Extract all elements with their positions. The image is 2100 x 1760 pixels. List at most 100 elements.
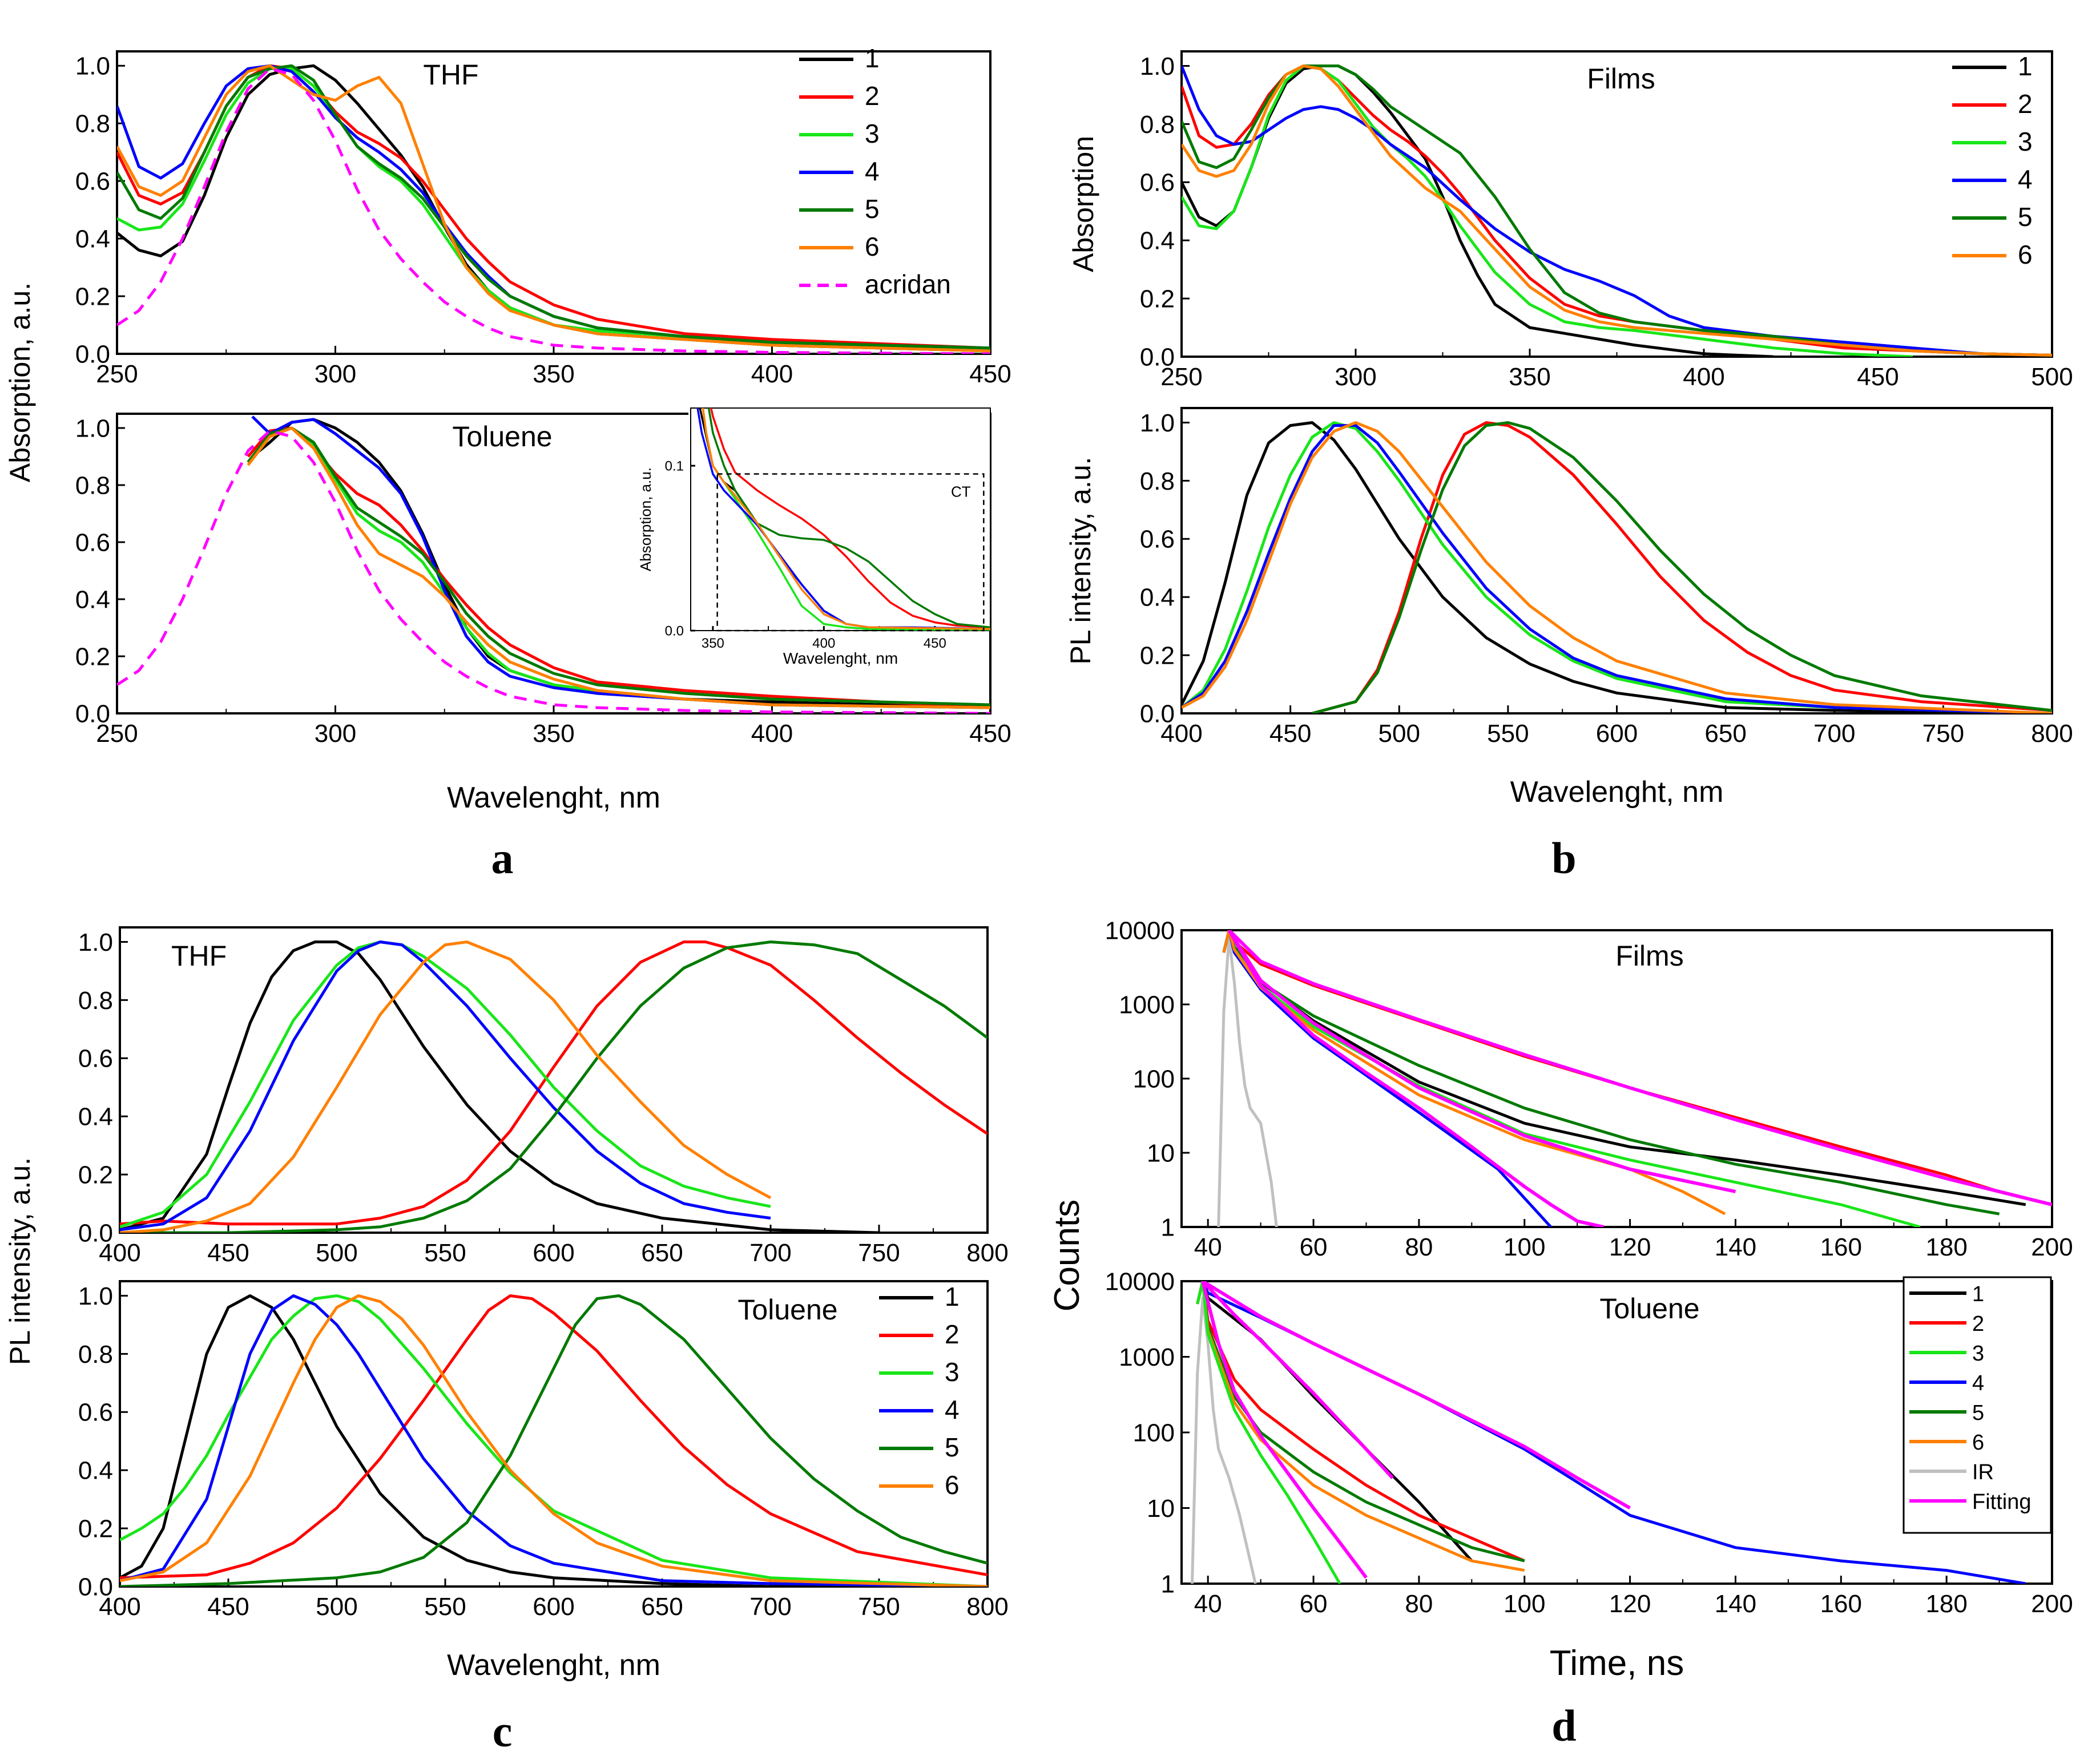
- series-group-b-bottom: [1182, 421, 2052, 713]
- d-bottom-series-3-6: [1196, 1281, 1341, 1584]
- a-top-series-5-4: [117, 64, 990, 350]
- series-group-d-top: [1217, 930, 2052, 1227]
- x-tick-label-a-top-0: 250: [96, 360, 138, 388]
- y-tick-label-a-top-1: 0.2: [75, 282, 110, 310]
- x-tick-label-b-bottom-6: 700: [1813, 720, 1855, 748]
- y-axis-label-c-top: PL intensity, a.u.: [4, 1157, 36, 1365]
- inset-chart: 350 400 450 0.0 0.1 CT Wavelenght, nm Absorptio…: [637, 407, 991, 667]
- y-tick-label-c-top-1: 0.2: [78, 1161, 113, 1189]
- x-tick-label-b-top-3: 400: [1683, 363, 1724, 391]
- legend-label-c-bottom-4: 5: [945, 1432, 960, 1462]
- legend-c-bottom: 1 2 3 4 5 6: [879, 1282, 960, 1500]
- x-tick-label-a-inset-1: 400: [812, 636, 835, 651]
- y-tick-label-c-top-0: 0.0: [78, 1219, 113, 1247]
- chart-c-bottom: 400 450 500 550 600 650 700 750 800 0.0 0.2 0.4 0.6 0…: [78, 1280, 1009, 1682]
- x-tick-label-c-bottom-1: 450: [207, 1593, 249, 1621]
- series-group-c-top: [120, 940, 987, 1233]
- x-axis-label-b-bottom: Wavelenght, nm: [1510, 776, 1724, 809]
- panel-label-b: b: [1551, 833, 1576, 883]
- y-tick-label-c-bottom-0: 0.0: [78, 1573, 113, 1601]
- x-tick-label-c-bottom-7: 750: [858, 1593, 900, 1621]
- legend-b-top: 1 2 3 4 5 6: [1952, 51, 2033, 269]
- x-tick-label-d-top-6: 160: [1820, 1233, 1862, 1261]
- x-tick-label-c-top-5: 650: [641, 1239, 683, 1267]
- d-top-series-6-6: [1222, 930, 1726, 1216]
- y-tick-label-c-top-2: 0.4: [78, 1103, 113, 1131]
- x-tick-label-d-bottom-1: 60: [1300, 1590, 1328, 1618]
- d-top-series-4-5: [1222, 930, 1552, 1227]
- d-top-series-5-3: [1222, 930, 2000, 1216]
- d-top-series-fitting-7: [1228, 930, 2052, 1206]
- plot-frame-c-top: [119, 926, 989, 1234]
- legend-label-d-bottom-1: 2: [1972, 1312, 1984, 1336]
- y-tick-label-b-top-0: 0.0: [1140, 343, 1175, 371]
- x-tick-label-a-bottom-0: 250: [96, 720, 138, 748]
- y-tick-label-a-bottom-5: 1.0: [75, 414, 110, 442]
- d-top-series-ir-0: [1217, 936, 1278, 1227]
- x-tick-label-b-bottom-0: 400: [1160, 720, 1202, 748]
- b-top-series-4-3: [1182, 65, 2052, 357]
- legend-label-c-bottom-1: 2: [945, 1319, 960, 1349]
- y-tick-label-b-bottom-0: 0.0: [1140, 700, 1175, 728]
- legend-label-d-bottom-4: 5: [1972, 1401, 1984, 1425]
- x-tick-label-c-top-2: 500: [316, 1239, 357, 1267]
- d-top-series-3-4: [1222, 930, 1921, 1227]
- x-tick-label-c-bottom-6: 700: [749, 1593, 791, 1621]
- b-bottom-series-4-3: [1182, 424, 2052, 713]
- y-tick-label-d-top-1: 10: [1147, 1139, 1175, 1167]
- x-tick-label-a-bottom-2: 350: [533, 720, 574, 748]
- x-tick-label-d-top-0: 40: [1194, 1233, 1222, 1261]
- legend-label-d-bottom-5: 6: [1972, 1431, 1984, 1455]
- y-tick-label-b-top-4: 0.8: [1140, 111, 1175, 139]
- d-bottom-series-fitting-8: [1201, 1281, 1394, 1479]
- a-top-series-acridan-6: [117, 67, 990, 354]
- y-tick-label-a-top-5: 1.0: [75, 53, 110, 80]
- y-tick-label-a-bottom-0: 0.0: [75, 700, 110, 728]
- y-tick-label-b-bottom-1: 0.2: [1140, 641, 1175, 669]
- x-tick-label-c-top-6: 700: [749, 1239, 791, 1267]
- y-tick-label-d-top-0: 1: [1161, 1213, 1175, 1241]
- y-tick-label-d-bottom-3: 1000: [1119, 1343, 1175, 1371]
- b-top-series-5-4: [1182, 64, 2052, 357]
- x-tick-label-b-bottom-3: 550: [1487, 720, 1529, 748]
- y-axis-label-b-top: Absorption: [1067, 136, 1099, 272]
- chart-title-c-bottom: Toluene: [737, 1294, 837, 1326]
- c-top-series-4-3: [120, 940, 771, 1232]
- b-bottom-series-5-4: [1312, 421, 2052, 713]
- y-tick-label-d-top-2: 100: [1133, 1065, 1175, 1093]
- chart-title-a-bottom: Toluene: [452, 421, 552, 453]
- chart-c-top: 400 450 500 550 600 650 700 750 800 0.0 0.2 0.4 0.6 0…: [4, 926, 1009, 1365]
- x-tick-label-d-top-8: 200: [2031, 1233, 2073, 1261]
- series-group-a-bottom: [117, 415, 990, 713]
- d-bottom-series-fitting-9: [1201, 1281, 1368, 1579]
- x-tick-label-d-bottom-2: 80: [1405, 1590, 1433, 1618]
- x-tick-label-a-top-1: 300: [315, 360, 356, 388]
- x-tick-label-a-inset-2: 450: [924, 636, 946, 651]
- plot-frame-a-inset: [690, 407, 991, 631]
- y-tick-label-a-inset-0: 0.0: [665, 623, 684, 639]
- x-tick-label-c-top-0: 400: [99, 1239, 140, 1267]
- plot-frame-c-bottom: [119, 1280, 989, 1588]
- panel-label-d: d: [1551, 1701, 1576, 1750]
- b-top-series-2-1: [1182, 64, 2052, 357]
- x-tick-label-c-bottom-5: 650: [641, 1593, 683, 1621]
- legend-label-c-bottom-2: 3: [945, 1357, 960, 1387]
- a-bottom-series-acridan-6: [117, 429, 990, 713]
- d-bottom-series-ir-0: [1191, 1296, 1257, 1584]
- x-tick-label-b-bottom-5: 650: [1704, 720, 1746, 748]
- y-tick-label-c-bottom-2: 0.4: [78, 1457, 113, 1485]
- c-bottom-series-6-5: [120, 1294, 987, 1587]
- d-top-series-fitting-9: [1227, 930, 1605, 1227]
- legend-label-b-top-3: 4: [2018, 164, 2033, 194]
- legend-label-b-top-1: 2: [2018, 89, 2033, 119]
- a-bottom-series-6-5: [247, 426, 990, 709]
- b-bottom-series-1-0: [1182, 421, 2052, 713]
- y-tick-label-a-bottom-1: 0.2: [75, 643, 110, 671]
- y-tick-label-b-bottom-4: 0.8: [1140, 467, 1175, 495]
- y-tick-label-d-bottom-4: 10000: [1105, 1267, 1175, 1295]
- y-tick-label-a-top-0: 0.0: [75, 340, 110, 368]
- inset-x-axis-label: Wavelenght, nm: [783, 649, 898, 667]
- chart-a-bottom: 250 300 350 400 450 0.0 0.2 0.4 0.6 0.8 1.0 Toluene…: [75, 413, 1011, 814]
- chart-title-a-top: THF: [423, 59, 478, 91]
- x-tick-label-b-bottom-8: 800: [2031, 720, 2073, 748]
